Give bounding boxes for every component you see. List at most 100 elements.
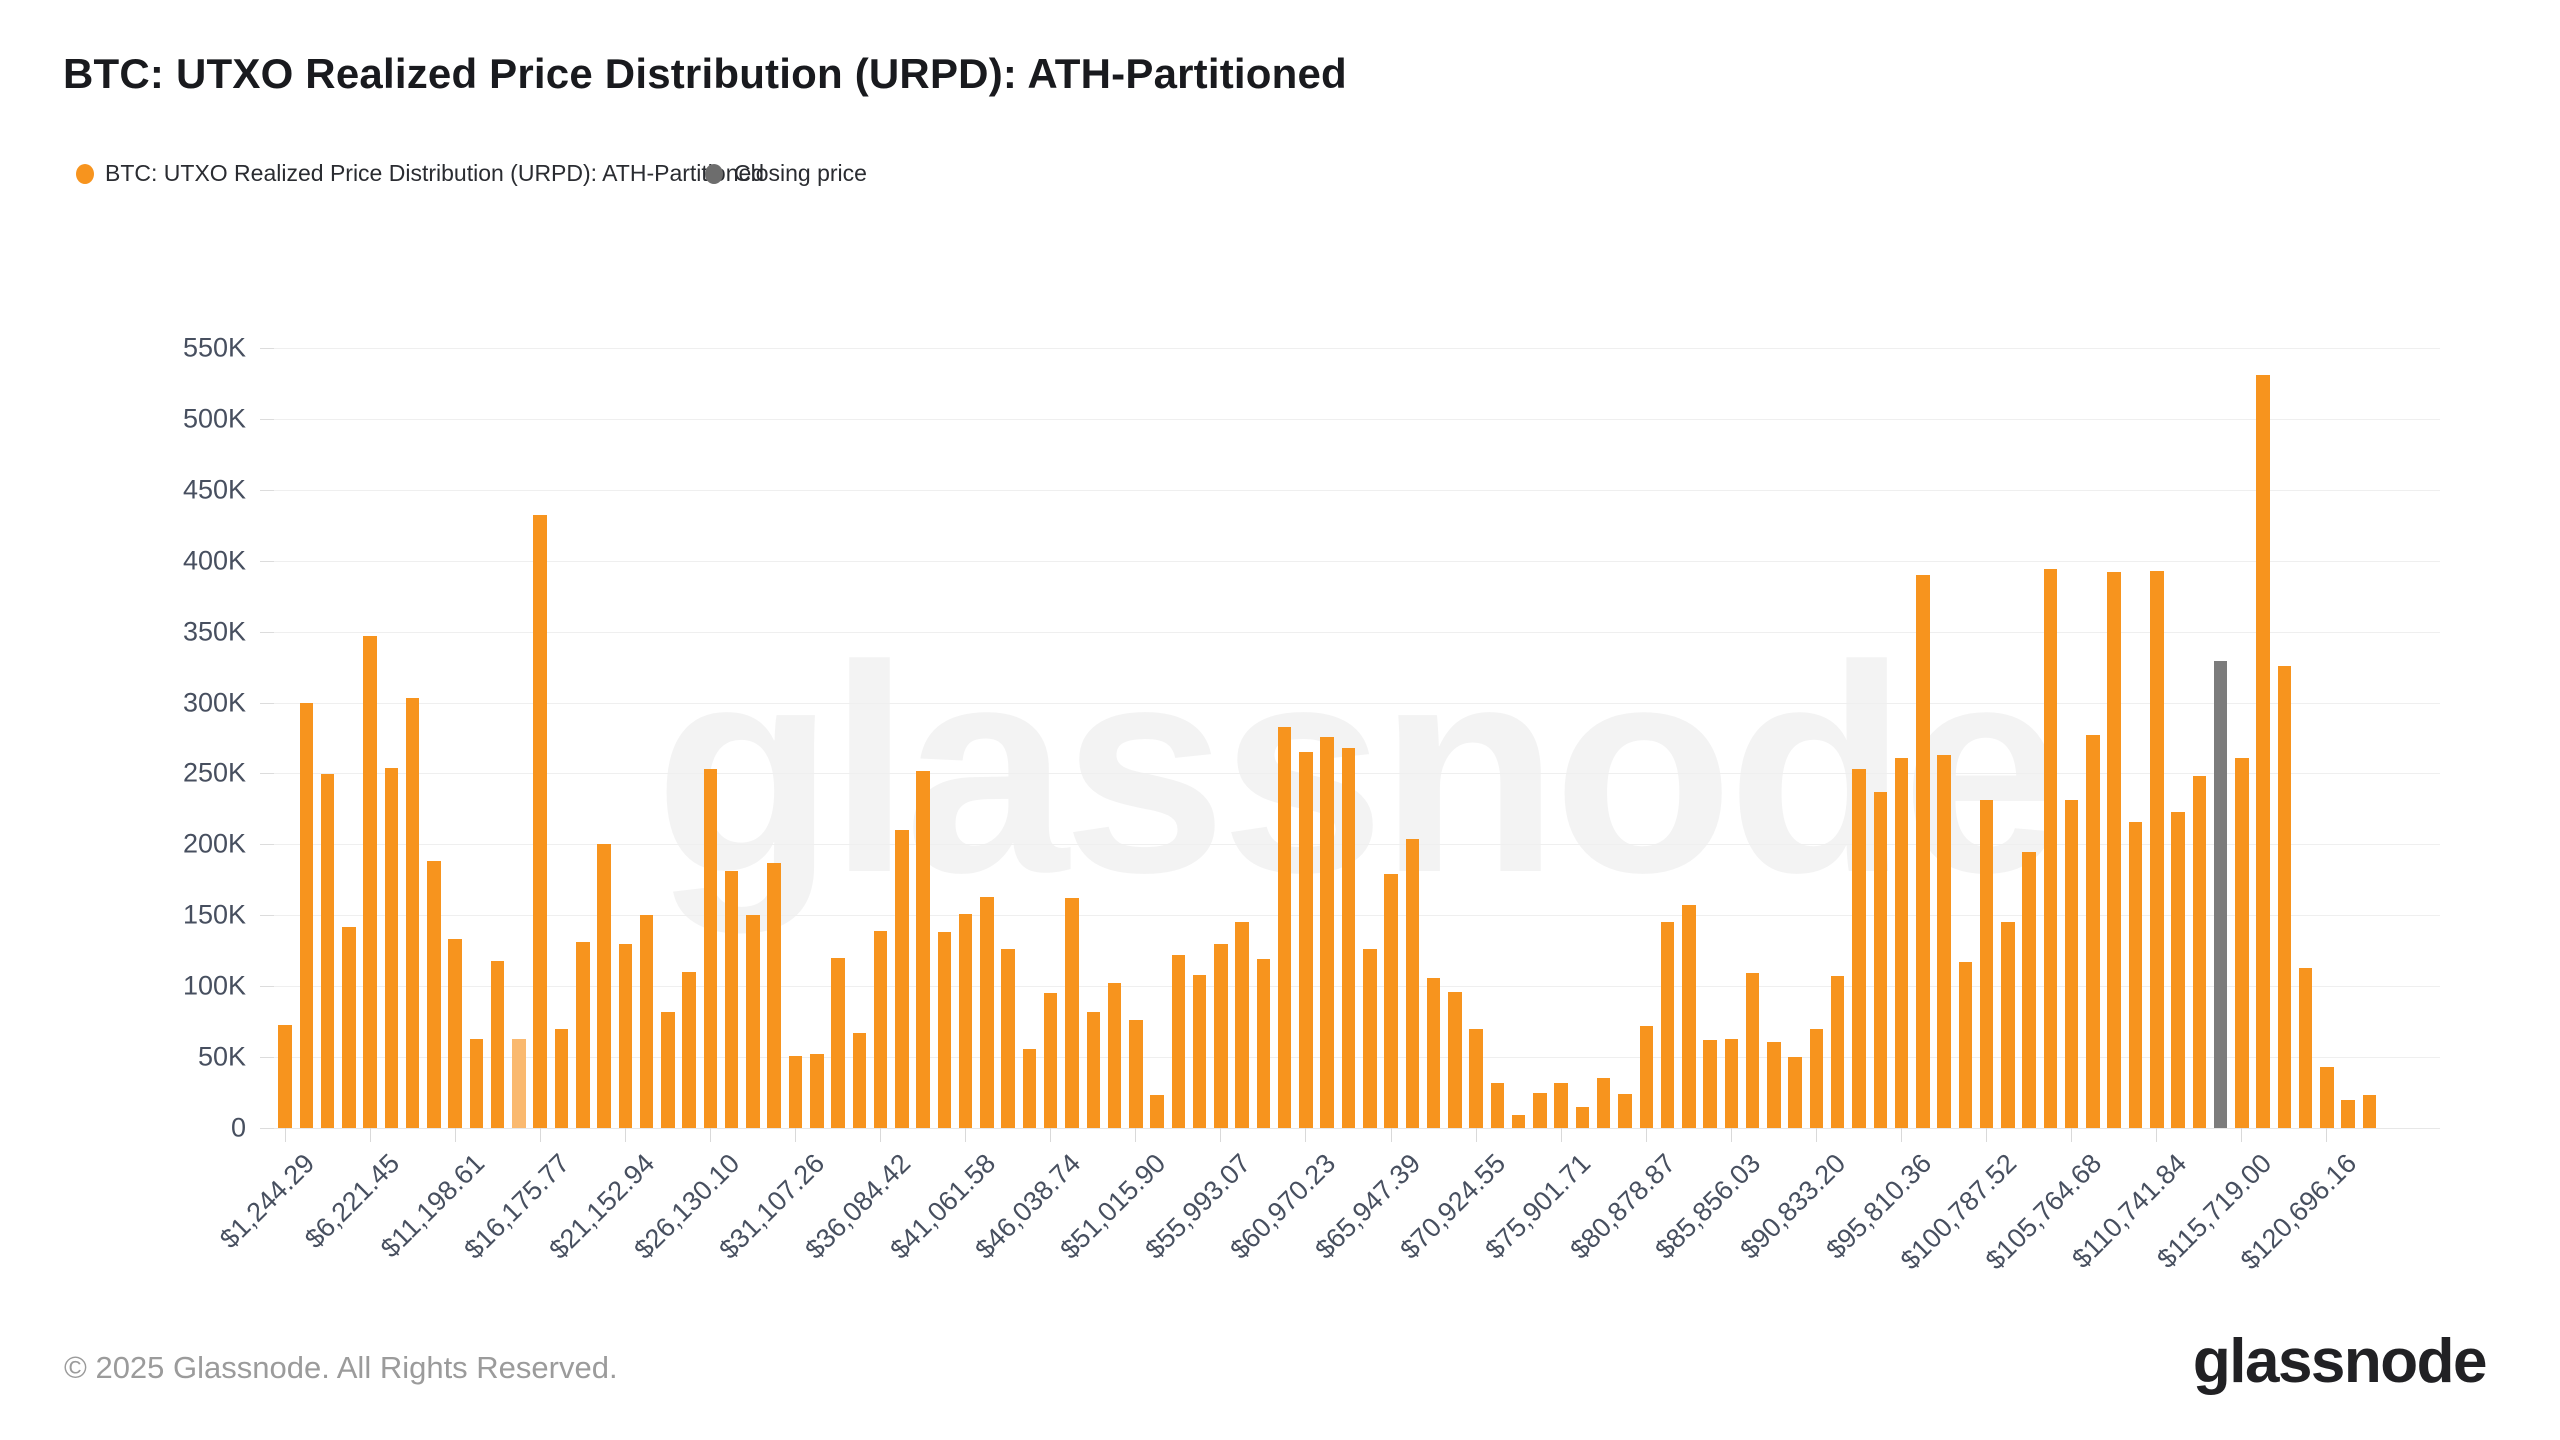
bar[interactable] [533,515,547,1128]
bar[interactable] [2150,570,2164,1128]
bar[interactable] [1235,922,1249,1128]
bar[interactable] [278,1024,292,1128]
bar[interactable] [2001,922,2015,1128]
closing-price-bar[interactable] [2213,661,2228,1128]
bar[interactable] [2192,776,2207,1128]
bar[interactable] [895,830,909,1128]
bar[interactable] [2277,665,2292,1128]
bar[interactable] [554,1028,569,1128]
bar[interactable] [405,698,420,1128]
bar[interactable] [1490,1082,1505,1128]
bar[interactable] [384,767,399,1128]
bar[interactable] [1916,574,1930,1128]
bar[interactable] [1192,974,1207,1128]
bar[interactable] [1299,752,1313,1128]
bar[interactable] [1533,1092,1547,1128]
bar[interactable] [1171,955,1186,1128]
bar[interactable] [873,930,888,1128]
bar[interactable] [1554,1082,1568,1128]
bar[interactable] [810,1054,824,1128]
bar[interactable] [1065,898,1079,1128]
bar[interactable] [639,915,654,1128]
bar[interactable] [2320,1067,2334,1128]
bar[interactable] [1426,977,1441,1128]
bar[interactable] [682,972,696,1128]
bar[interactable] [1809,1028,1824,1128]
bar[interactable] [1448,991,1462,1128]
bar[interactable] [618,943,633,1128]
bar[interactable] [2064,800,2079,1128]
bar[interactable] [2298,967,2313,1128]
bar[interactable] [427,861,441,1128]
bar[interactable] [490,960,505,1128]
bar[interactable] [2171,811,2185,1128]
bar[interactable] [469,1038,484,1128]
bar[interactable] [1150,1095,1164,1128]
bar[interactable] [1405,838,1420,1128]
bar[interactable] [1703,1040,1717,1128]
bar[interactable] [1852,769,1866,1128]
bar[interactable] [788,1055,803,1128]
bar[interactable] [2256,374,2270,1128]
bar[interactable] [1469,1028,1483,1128]
bar[interactable] [1618,1094,1632,1128]
bar[interactable] [1958,962,1973,1128]
bar[interactable] [703,769,718,1128]
highlighted-bar[interactable] [512,1038,526,1128]
legend-item-closing-price[interactable]: Closing price [705,160,867,187]
bar[interactable] [2043,569,2058,1128]
bar[interactable] [958,913,973,1128]
bar[interactable] [1107,983,1122,1128]
bar[interactable] [1979,800,1994,1128]
bar[interactable] [1043,993,1058,1128]
bar[interactable] [363,635,377,1128]
bar[interactable] [1363,949,1377,1128]
bar[interactable] [1256,959,1271,1128]
bar[interactable] [1682,905,1696,1128]
bar[interactable] [767,862,781,1128]
bar[interactable] [1639,1025,1654,1128]
bar[interactable] [724,871,739,1128]
bar[interactable] [980,896,994,1128]
bar[interactable] [1086,1011,1100,1128]
bar[interactable] [661,1011,675,1128]
bar[interactable] [1511,1115,1526,1128]
bar[interactable] [1022,1048,1037,1128]
bar[interactable] [937,932,952,1128]
bar[interactable] [2086,735,2100,1128]
bar[interactable] [1384,874,1398,1128]
bar[interactable] [1596,1078,1611,1128]
bar[interactable] [1575,1106,1590,1128]
bar[interactable] [2107,572,2121,1128]
legend-item-urpd[interactable]: BTC: UTXO Realized Price Distribution (U… [76,160,764,187]
bar[interactable] [342,926,356,1128]
bar[interactable] [448,939,462,1128]
bar[interactable] [576,942,590,1128]
bar[interactable] [1788,1057,1802,1128]
bar[interactable] [2362,1095,2377,1128]
bar[interactable] [320,773,335,1128]
bar[interactable] [852,1033,867,1128]
bar[interactable] [1937,755,1951,1128]
bar[interactable] [916,770,930,1128]
bar[interactable] [1129,1020,1143,1128]
bar[interactable] [1277,726,1292,1128]
bar[interactable] [1320,736,1334,1128]
bar[interactable] [1830,976,1845,1128]
bar[interactable] [1001,949,1015,1128]
bar[interactable] [2022,851,2036,1128]
bar[interactable] [2235,757,2249,1128]
bar[interactable] [1745,973,1760,1128]
bar[interactable] [746,915,760,1128]
bar[interactable] [1214,943,1228,1128]
bar[interactable] [299,702,314,1128]
bar[interactable] [1873,791,1887,1128]
bar[interactable] [1341,747,1356,1128]
bar[interactable] [1894,757,1909,1128]
bar[interactable] [2128,821,2143,1128]
bar[interactable] [2341,1099,2355,1128]
bar[interactable] [1767,1041,1781,1128]
bar[interactable] [1724,1038,1739,1128]
bar[interactable] [1660,922,1675,1128]
bar[interactable] [597,844,611,1128]
